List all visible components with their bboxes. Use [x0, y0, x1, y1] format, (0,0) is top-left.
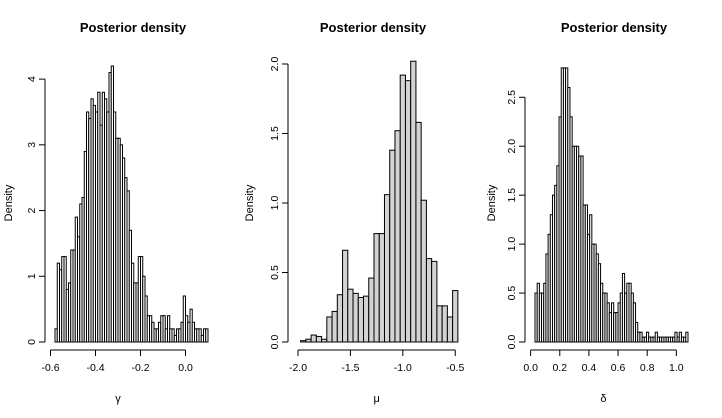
- y-tick-label: 0.0: [269, 335, 281, 350]
- y-tick-label: 2.0: [269, 57, 281, 72]
- y-tick-label: 0: [26, 339, 38, 345]
- histogram-bar: [431, 260, 438, 343]
- histogram-bar: [425, 258, 433, 343]
- histogram-bar: [420, 199, 427, 343]
- histogram-bar: [373, 233, 380, 343]
- histogram-panel-3: Posterior density 0.0 0.2 0.4 0.6 0.8 1.0 0.0 0.…: [486, 20, 689, 405]
- y-axis-label: Density: [244, 184, 256, 221]
- x-tick-label: 1.0: [669, 362, 684, 374]
- x-tick-label: 0.0: [523, 362, 538, 374]
- histogram-bar: [315, 335, 323, 343]
- histogram-bar: [394, 130, 401, 343]
- y-tick-label: 0.5: [506, 286, 518, 301]
- y-tick-label: 2: [26, 207, 38, 213]
- y-axis-label: Density: [3, 184, 15, 221]
- x-axis-label: δ: [600, 393, 606, 405]
- y-tick-label: 1: [26, 273, 38, 279]
- histogram-bar: [352, 292, 359, 343]
- y-tick-label: 2.5: [506, 90, 518, 105]
- histogram-bar: [452, 290, 459, 343]
- x-axis-label: μ: [373, 393, 379, 405]
- x-tick-label: 0.8: [640, 362, 655, 374]
- x-tick-label: -0.5: [446, 362, 464, 374]
- histogram-bar: [331, 310, 338, 343]
- y-tick-label: 0.0: [506, 335, 518, 350]
- histogram-bar: [205, 328, 209, 343]
- histogram-bar: [342, 249, 349, 343]
- histogram-bar: [410, 60, 417, 343]
- histogram-bar: [310, 334, 317, 343]
- histogram-bar: [305, 338, 312, 343]
- x-tick-label: 0.2: [552, 362, 567, 374]
- y-tick-label: 2.0: [506, 139, 518, 154]
- x-tick-label: -2.0: [289, 362, 307, 374]
- histogram-bar: [363, 295, 370, 343]
- chart-title: Posterior density: [320, 20, 427, 35]
- y-tick-label: 4: [26, 76, 38, 82]
- histogram-panel-1: Posterior density -0.6 -0.4 -0.2 0.0 0 1 2 3 4 γ De…: [3, 20, 209, 405]
- x-tick-label: -0.2: [131, 362, 149, 374]
- histogram-bar: [441, 305, 448, 343]
- histogram-panel-2: Posterior density -2.0 -1.5 -1.0 -0.5 0.0 0.5 1…: [244, 20, 464, 405]
- histogram-bar: [357, 297, 365, 343]
- histogram-bar: [446, 316, 454, 343]
- y-tick-label: 1.0: [269, 196, 281, 211]
- y-tick-label: 1.5: [269, 126, 281, 141]
- histogram-bar: [436, 305, 443, 343]
- histogram-bar: [378, 233, 385, 343]
- y-tick-label: 1.0: [506, 237, 518, 252]
- histogram-bar: [383, 194, 391, 343]
- histogram-bar: [326, 316, 333, 343]
- chart-title: Posterior density: [561, 20, 668, 35]
- histogram-bar: [399, 74, 406, 343]
- y-tick-label: 1.5: [506, 188, 518, 203]
- x-tick-label: 0.4: [582, 362, 597, 374]
- y-tick-label: 3: [26, 142, 38, 148]
- y-axis-label: Density: [486, 184, 498, 221]
- histogram-bar: [347, 288, 354, 343]
- histogram-bar: [368, 277, 375, 343]
- x-tick-label: -0.6: [41, 362, 59, 374]
- histogram-bar: [404, 80, 412, 343]
- histogram-bar: [685, 331, 689, 343]
- x-tick-label: -0.4: [86, 362, 104, 374]
- x-tick-label: -1.5: [341, 362, 359, 374]
- histogram-bar: [336, 294, 344, 343]
- histogram-bar: [389, 149, 396, 343]
- x-tick-label: -1.0: [394, 362, 412, 374]
- chart-title: Posterior density: [80, 20, 187, 35]
- x-axis-label: γ: [115, 393, 121, 405]
- x-tick-label: 0.0: [178, 362, 193, 374]
- x-tick-label: 0.6: [611, 362, 626, 374]
- histogram-bar: [415, 121, 422, 343]
- histogram-bar: [321, 338, 328, 343]
- y-tick-label: 0.5: [269, 265, 281, 280]
- histogram-bar: [300, 340, 307, 343]
